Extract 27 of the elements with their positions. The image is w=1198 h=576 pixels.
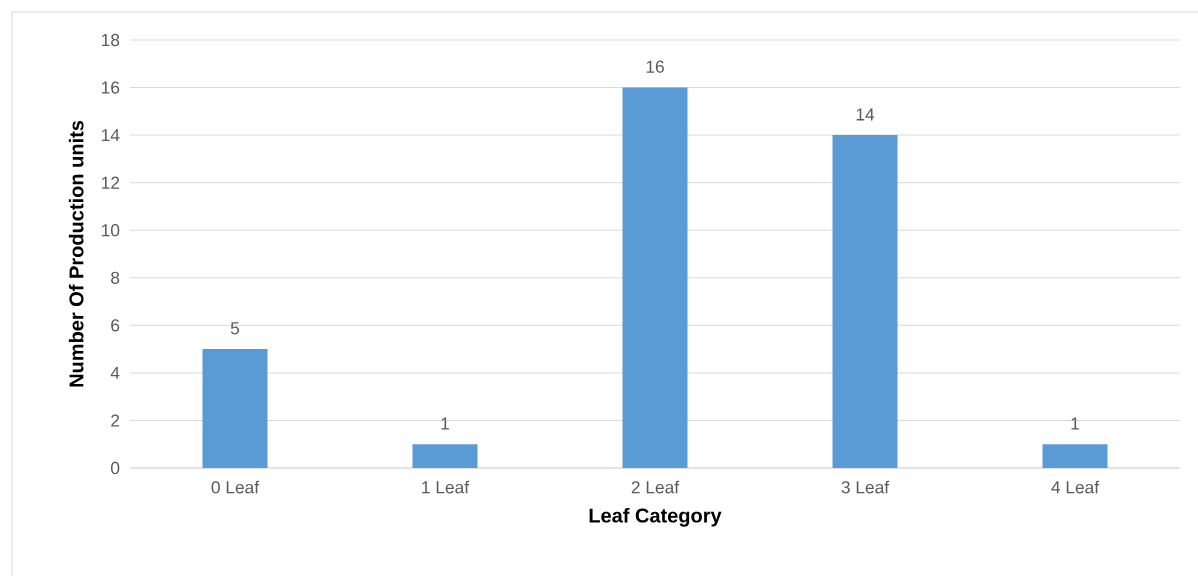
data-label: 16 bbox=[646, 60, 664, 73]
x-axis-title: Leaf Category bbox=[589, 507, 722, 527]
x-tick-label: 3 Leaf bbox=[841, 480, 890, 494]
data-label: 1 bbox=[441, 417, 449, 430]
data-label: 1 bbox=[1071, 417, 1079, 430]
y-tick-label: 4 bbox=[110, 366, 120, 379]
y-tick-label: 10 bbox=[102, 224, 120, 237]
y-tick-label: 14 bbox=[102, 129, 120, 142]
x-tick-label: 4 Leaf bbox=[1051, 480, 1100, 494]
y-tick-label: 16 bbox=[102, 81, 120, 94]
bar bbox=[832, 135, 898, 468]
x-tick-label: 1 Leaf bbox=[422, 480, 470, 494]
bar bbox=[1042, 444, 1108, 468]
bar bbox=[412, 444, 478, 468]
y-tick-label: 8 bbox=[111, 271, 120, 284]
bar bbox=[622, 87, 688, 468]
y-axis-title: Number Of Production units bbox=[68, 120, 84, 387]
y-tick-label: 12 bbox=[102, 176, 120, 189]
y-tick-label: 18 bbox=[102, 33, 120, 47]
y-tick-label: 6 bbox=[111, 319, 120, 332]
bar bbox=[202, 349, 268, 468]
y-tick-label: 2 bbox=[111, 414, 120, 427]
x-tick-label: 0 Leaf bbox=[211, 480, 260, 494]
x-tick-label: 2 Leaf bbox=[631, 480, 680, 494]
y-tick-label: 0 bbox=[110, 461, 120, 475]
data-label: 14 bbox=[856, 108, 875, 121]
data-label: 5 bbox=[230, 322, 240, 335]
